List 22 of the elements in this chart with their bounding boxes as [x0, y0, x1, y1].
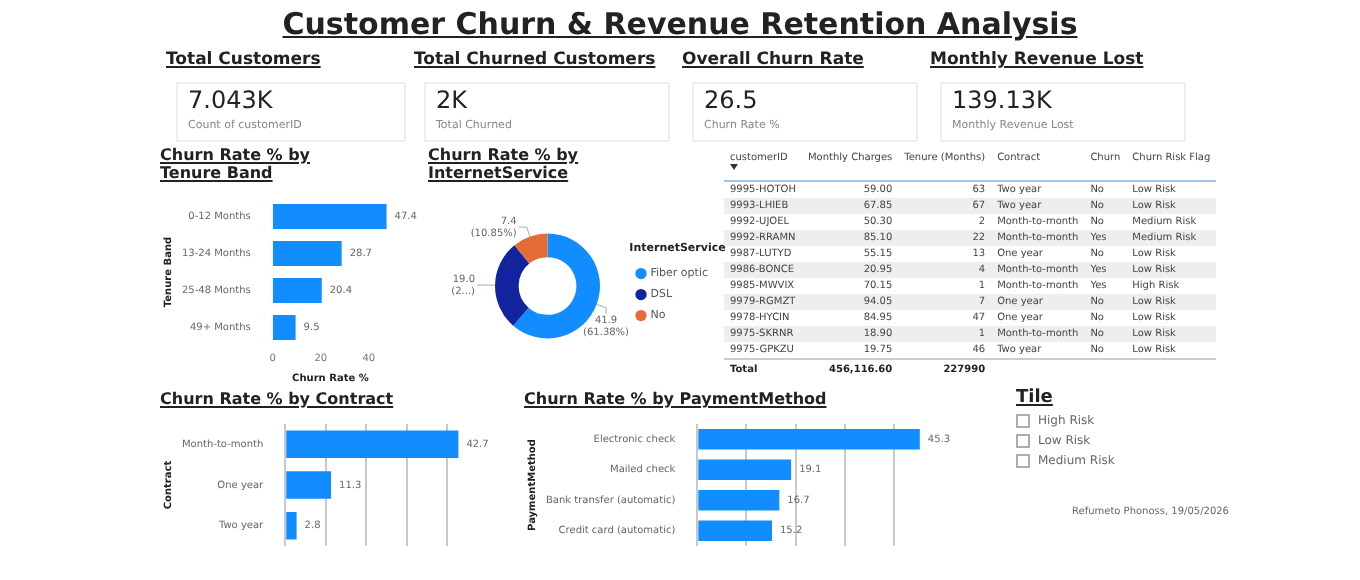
- text: 7.043K: [188, 84, 275, 118]
- text: Total Churned Customers: [414, 50, 658, 70]
- text: 139.13K: [952, 84, 1054, 118]
- chart-title: Churn Rate % by Tenure Band: [160, 146, 313, 182]
- text: Customer Churn & Revenue Retention Analysis: [280, 4, 1080, 44]
- bar: [698, 459, 792, 481]
- text: Total Customers: [166, 50, 323, 70]
- chart-title: Churn Rate % by Contract: [160, 390, 396, 408]
- bar: [698, 520, 772, 542]
- chart-title: Churn Rate % by PaymentMethod: [524, 390, 829, 408]
- chart-title: Churn Rate % by InternetService: [428, 146, 581, 182]
- text: 2K: [436, 84, 470, 118]
- text: Overall Churn Rate: [682, 50, 866, 70]
- bar: [272, 315, 296, 340]
- bar: [698, 428, 920, 450]
- bar: [272, 204, 387, 229]
- bar: [698, 489, 780, 511]
- text: Monthly Revenue Lost: [930, 50, 1146, 70]
- text: 26.5: [704, 84, 760, 118]
- bar: [272, 241, 342, 266]
- text: Tile: [1016, 388, 1055, 408]
- bar: [272, 278, 322, 303]
